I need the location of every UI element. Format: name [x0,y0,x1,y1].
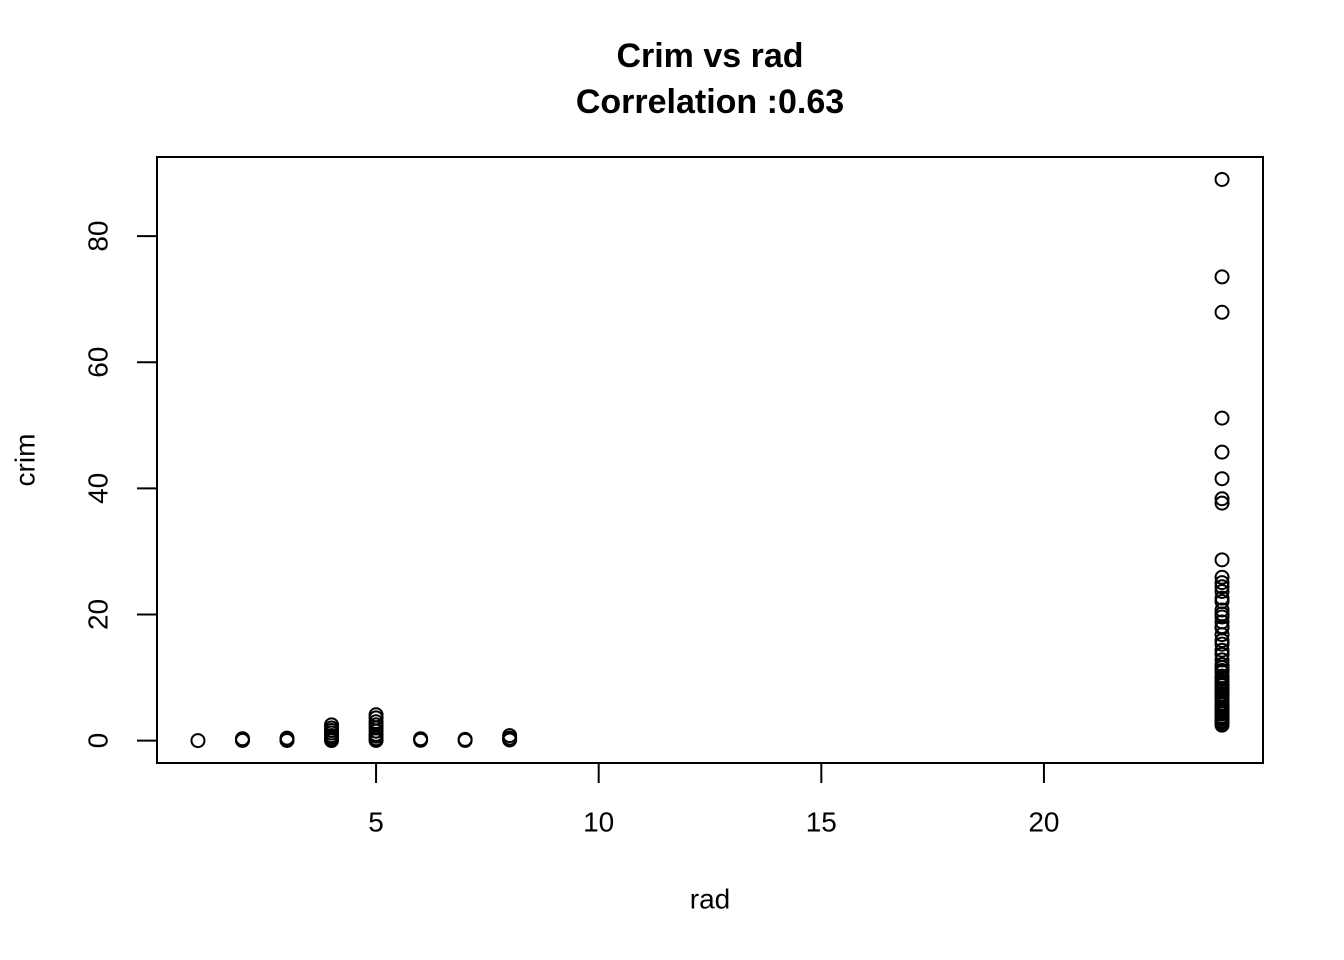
point [1214,471,1230,487]
x-tick-label: 15 [806,806,837,837]
point [368,714,384,730]
x-tick-label: 10 [583,806,614,837]
x-tick-label: 5 [368,806,384,837]
point [1214,627,1230,643]
point [234,731,250,747]
x-axis-label: rad [690,883,730,914]
point [1214,583,1230,599]
point [1214,171,1230,187]
point [1214,692,1230,708]
point [324,717,340,733]
point [1214,491,1230,507]
point [1214,636,1230,652]
point [413,731,429,747]
y-tick-label: 60 [82,347,113,378]
chart-title: Crim vs rad [616,37,803,75]
point [1214,609,1230,625]
chart-subtitle: Correlation :0.63 [576,83,844,121]
point [1214,552,1230,568]
y-tick-label: 20 [82,599,113,630]
plot-frame [156,156,1264,764]
point [1214,269,1230,285]
point [1214,304,1230,320]
point [1214,579,1230,595]
point [1214,495,1230,511]
point [1214,717,1230,733]
point [457,731,473,747]
point [1214,642,1230,658]
point [279,730,295,746]
point [190,733,206,749]
y-tick-label: 0 [82,733,113,749]
y-tick-label: 80 [82,221,113,252]
point [1214,569,1230,585]
point [502,728,518,744]
x-tick-label: 20 [1028,806,1059,837]
point [368,707,384,723]
point [1214,410,1230,426]
point [1214,575,1230,591]
point [1214,444,1230,460]
y-tick-label: 40 [82,473,113,504]
y-axis-label: crim [9,434,40,487]
